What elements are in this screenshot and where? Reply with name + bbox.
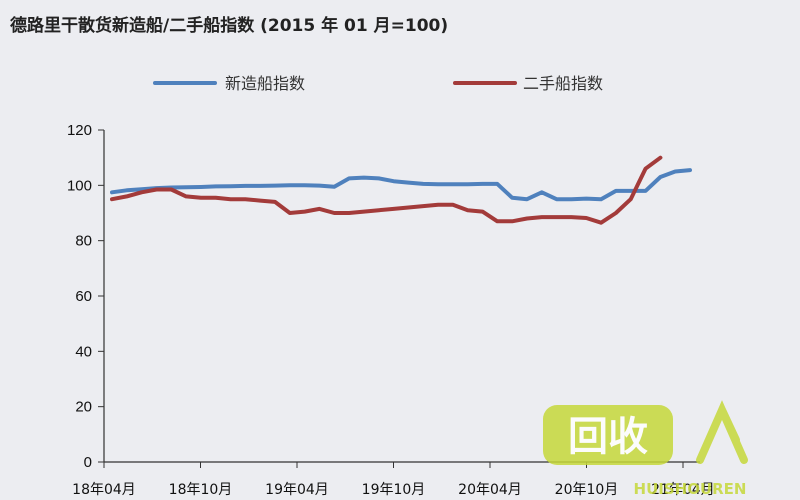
watermark-person-icon (696, 400, 748, 464)
x-tick-label: 18年10月 (169, 482, 233, 498)
watermark-logo-box (543, 405, 673, 465)
legend: 新造船指数 二手船指数 (153, 74, 603, 93)
y-tick-label: 40 (75, 343, 92, 360)
series-line-second-hand (110, 155, 663, 225)
y-tick-label: 80 (75, 233, 92, 250)
y-tick-label: 60 (75, 288, 92, 305)
watermark-logo-chars: 回收 (568, 414, 648, 460)
legend-label-second-hand: 二手船指数 (523, 74, 603, 93)
y-tick-label: 100 (67, 177, 92, 194)
legend-label-new-ship: 新造船指数 (225, 74, 305, 93)
x-ticks: 18年04月 18年10月 19年04月 19年10月 20年04月 20年10月 21年0… (72, 462, 715, 498)
x-tick-label: 20年10月 (555, 482, 619, 498)
series-group (110, 155, 692, 225)
watermark: 回收 HUISHOUREN (543, 400, 748, 498)
y-tick-label: 20 (75, 399, 92, 416)
x-tick-label: 19年04月 (265, 482, 329, 498)
y-ticks: 0 20 40 60 80 100 120 (67, 122, 104, 471)
y-tick-label: 120 (67, 122, 92, 139)
x-tick-label: 20年04月 (458, 482, 522, 498)
x-tick-label: 19年10月 (362, 482, 426, 498)
y-tick-label: 0 (84, 454, 92, 471)
series-line-new-ship (110, 168, 692, 202)
x-tick-label: 18年04月 (72, 482, 136, 498)
x-tick-label: 21年04月 (651, 482, 715, 498)
chart-title: 德路里干散货新造船/二手船指数 (2015 年 01 月=100) (10, 15, 448, 36)
watermark-brand-text: HUISHOUREN (634, 480, 747, 498)
